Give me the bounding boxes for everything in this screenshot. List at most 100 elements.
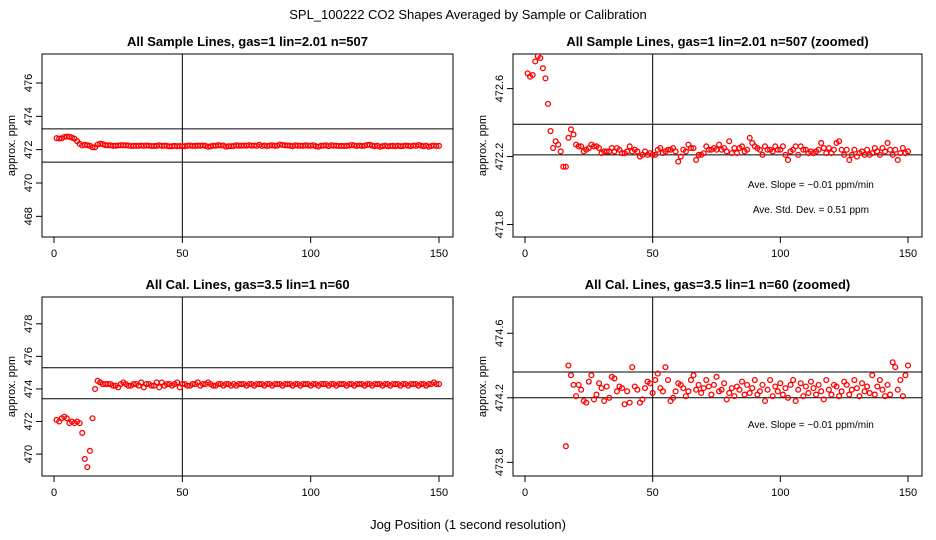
data-point: [256, 381, 263, 388]
data-point: [685, 388, 692, 395]
data-point: [585, 378, 592, 385]
panel-cal-zoomed: All Cal. Lines, gas=3.5 lin=1 n=60 (zoom…: [477, 277, 923, 499]
data-point: [792, 397, 799, 405]
x-tick-label: 0: [51, 487, 57, 499]
data-point: [887, 146, 894, 153]
y-axis-label: approx. ppm: [477, 356, 489, 417]
data-point: [109, 382, 117, 389]
data-point: [884, 381, 891, 388]
y-tick-label: 472: [23, 140, 35, 158]
data-point: [56, 135, 63, 142]
data-point: [887, 391, 894, 398]
data-point: [400, 381, 407, 388]
data-point: [726, 389, 733, 397]
data-point: [89, 415, 96, 422]
data-point: [338, 381, 345, 388]
data-point: [815, 146, 822, 153]
data-point: [104, 381, 111, 388]
data-point: [733, 150, 740, 157]
data-point: [777, 380, 784, 387]
data-point: [792, 143, 799, 150]
data-point: [861, 388, 868, 395]
data-point: [539, 65, 546, 72]
data-point: [784, 156, 792, 163]
data-point: [892, 364, 899, 371]
x-tick-label: 150: [430, 487, 448, 499]
data-point: [848, 151, 855, 158]
y-tick-label: 470: [23, 174, 35, 192]
data-point: [728, 385, 735, 392]
data-point: [843, 146, 850, 153]
data-point: [759, 151, 766, 158]
data-point: [751, 376, 758, 384]
x-tick-label: 100: [301, 248, 319, 260]
data-point: [560, 163, 567, 170]
data-point: [86, 447, 93, 454]
data-point: [562, 163, 569, 170]
plot-frame: [512, 296, 923, 477]
data-point: [570, 131, 577, 138]
data-point: [858, 380, 866, 387]
data-point: [677, 153, 684, 160]
y-tick-label: 476: [23, 347, 35, 365]
data-point: [410, 381, 417, 388]
data-point: [744, 381, 751, 388]
data-point: [769, 148, 776, 155]
data-series: [53, 377, 443, 471]
data-point: [843, 381, 850, 388]
data-point: [274, 381, 281, 388]
data-point: [603, 383, 610, 390]
y-axis-label: approx. ppm: [477, 115, 489, 176]
data-point: [652, 376, 659, 384]
data-point: [578, 386, 585, 393]
y-tick-label: 472.6: [494, 75, 506, 103]
data-point: [764, 386, 771, 393]
data-point: [544, 100, 552, 107]
data-point: [705, 146, 712, 153]
data-point: [618, 150, 626, 157]
data-point: [626, 143, 633, 150]
data-point: [889, 359, 896, 366]
data-point: [621, 401, 628, 408]
data-point: [723, 148, 730, 155]
data-point: [698, 389, 705, 397]
data-point: [820, 396, 827, 403]
data-point: [92, 385, 99, 392]
panel-cal: All Cal. Lines, gas=3.5 lin=1 n=60 approx…: [6, 277, 454, 499]
x-tick-label: 50: [647, 248, 659, 260]
data-point: [779, 391, 786, 398]
data-point: [889, 151, 896, 158]
panel-title: All Cal. Lines, gas=3.5 lin=1 n=60 (zoom…: [585, 277, 851, 292]
data-point: [590, 396, 597, 403]
data-point: [693, 386, 700, 393]
data-point: [649, 389, 656, 397]
data-point: [346, 381, 353, 388]
data-point: [899, 144, 906, 152]
y-tick-label: 472: [23, 412, 35, 430]
x-tick-label: 150: [899, 487, 917, 499]
data-point: [565, 362, 572, 369]
data-point: [716, 141, 723, 148]
data-point: [575, 381, 582, 388]
data-point: [687, 376, 695, 384]
data-point: [881, 393, 889, 400]
data-point: [687, 144, 695, 152]
data-point: [764, 146, 771, 153]
data-point: [557, 148, 564, 155]
data-point: [828, 391, 835, 398]
data-point: [736, 386, 743, 393]
data-point: [649, 151, 656, 158]
y-axis-label: approx. ppm: [6, 115, 18, 176]
data-point: [818, 139, 825, 147]
data-point: [779, 143, 786, 150]
data-point: [800, 393, 807, 400]
data-point: [81, 455, 88, 463]
data-point: [866, 389, 873, 397]
data-point: [825, 386, 832, 393]
y-tick-label: 476: [23, 74, 35, 92]
data-point: [787, 381, 794, 388]
y-tick-label: 472.2: [494, 143, 506, 171]
data-series: [562, 359, 912, 450]
data-point: [853, 385, 860, 392]
data-point: [700, 150, 707, 157]
